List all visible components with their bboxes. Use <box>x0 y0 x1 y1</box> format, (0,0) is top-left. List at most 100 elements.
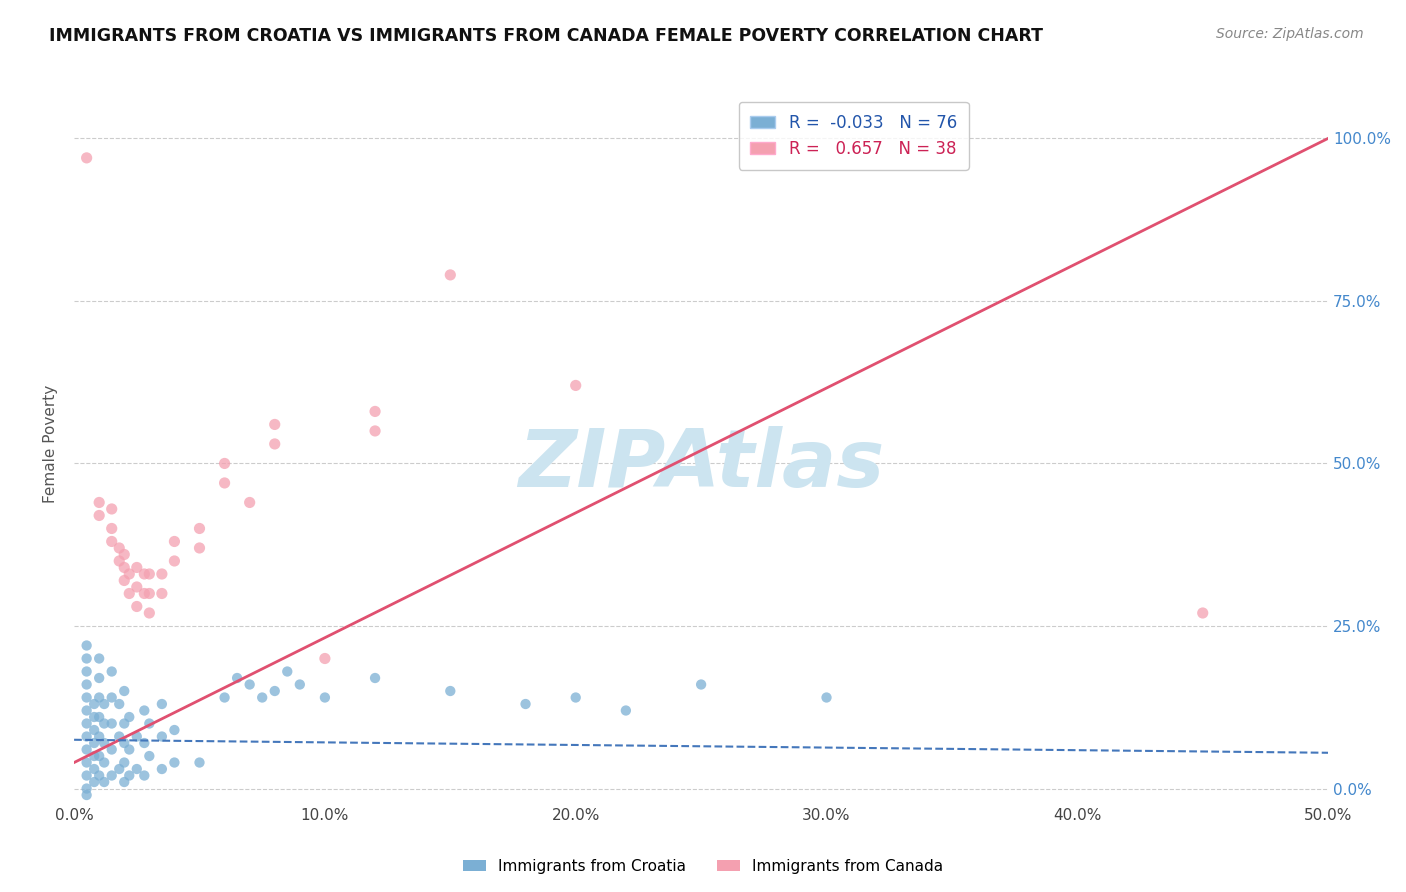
Point <box>112 548 135 562</box>
Point <box>288 677 311 691</box>
Point <box>690 677 713 691</box>
Point <box>76 756 98 770</box>
Point <box>89 710 111 724</box>
Point <box>134 736 156 750</box>
Point <box>125 599 148 614</box>
Point <box>112 684 135 698</box>
Point <box>76 742 98 756</box>
Point <box>125 730 148 744</box>
Point <box>100 534 122 549</box>
Point <box>112 574 135 588</box>
Point <box>76 665 98 679</box>
Point <box>138 586 160 600</box>
Point <box>364 671 387 685</box>
Point <box>214 457 236 471</box>
Point <box>100 502 122 516</box>
Point <box>614 704 637 718</box>
Point <box>138 606 160 620</box>
Point <box>89 768 111 782</box>
Point <box>83 749 105 764</box>
Point <box>188 521 211 535</box>
Text: ZIPAtlas: ZIPAtlas <box>517 426 884 504</box>
Y-axis label: Female Poverty: Female Poverty <box>44 384 58 503</box>
Point <box>76 677 98 691</box>
Point <box>89 508 111 523</box>
Point <box>89 749 111 764</box>
Point <box>226 671 249 685</box>
Point <box>100 742 122 756</box>
Point <box>134 704 156 718</box>
Point <box>83 723 105 737</box>
Point <box>125 560 148 574</box>
Point <box>83 710 105 724</box>
Point <box>100 690 122 705</box>
Point <box>89 495 111 509</box>
Point <box>163 756 186 770</box>
Text: Source: ZipAtlas.com: Source: ZipAtlas.com <box>1216 27 1364 41</box>
Point <box>150 566 173 581</box>
Point <box>76 690 98 705</box>
Point <box>564 378 586 392</box>
Point <box>134 768 156 782</box>
Point <box>76 704 98 718</box>
Point <box>76 651 98 665</box>
Point <box>93 697 115 711</box>
Point <box>100 665 122 679</box>
Point <box>118 710 141 724</box>
Point <box>93 775 115 789</box>
Point <box>108 697 131 711</box>
Point <box>263 684 285 698</box>
Point <box>250 690 273 705</box>
Point <box>163 534 186 549</box>
Point <box>118 566 141 581</box>
Point <box>76 730 98 744</box>
Point <box>112 736 135 750</box>
Point <box>112 560 135 574</box>
Point <box>150 586 173 600</box>
Point <box>138 749 160 764</box>
Point <box>83 762 105 776</box>
Point <box>100 768 122 782</box>
Point <box>76 639 98 653</box>
Point <box>134 586 156 600</box>
Point <box>108 730 131 744</box>
Point <box>108 762 131 776</box>
Point <box>108 554 131 568</box>
Point <box>364 424 387 438</box>
Point <box>125 762 148 776</box>
Point <box>439 268 461 282</box>
Point <box>364 404 387 418</box>
Point <box>112 716 135 731</box>
Point <box>83 775 105 789</box>
Legend: R =  -0.033   N = 76, R =   0.657   N = 38: R = -0.033 N = 76, R = 0.657 N = 38 <box>738 102 969 169</box>
Point <box>188 756 211 770</box>
Point <box>108 541 131 555</box>
Point <box>112 756 135 770</box>
Point <box>163 723 186 737</box>
Point <box>93 736 115 750</box>
Point <box>815 690 838 705</box>
Legend: Immigrants from Croatia, Immigrants from Canada: Immigrants from Croatia, Immigrants from… <box>457 853 949 880</box>
Point <box>118 586 141 600</box>
Point <box>93 756 115 770</box>
Point <box>1191 606 1213 620</box>
Point <box>118 742 141 756</box>
Point <box>314 651 336 665</box>
Point <box>89 730 111 744</box>
Point <box>214 690 236 705</box>
Point <box>276 665 298 679</box>
Point <box>89 651 111 665</box>
Point <box>118 768 141 782</box>
Point <box>515 697 537 711</box>
Point <box>150 697 173 711</box>
Point <box>83 736 105 750</box>
Point <box>100 716 122 731</box>
Point <box>100 521 122 535</box>
Point <box>314 690 336 705</box>
Point <box>263 437 285 451</box>
Point <box>138 716 160 731</box>
Point <box>89 671 111 685</box>
Point <box>138 566 160 581</box>
Point <box>134 566 156 581</box>
Point <box>89 690 111 705</box>
